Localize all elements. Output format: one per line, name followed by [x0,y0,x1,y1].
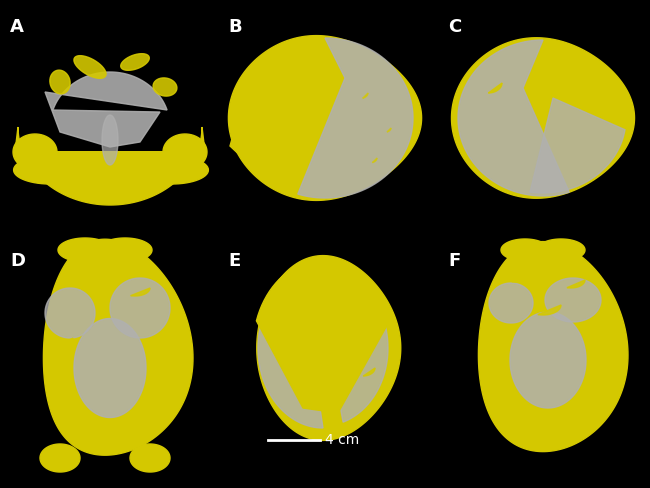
Polygon shape [102,115,118,165]
Polygon shape [333,293,353,303]
Polygon shape [530,98,625,193]
Polygon shape [50,338,73,350]
Polygon shape [534,58,553,68]
Polygon shape [257,260,389,413]
Polygon shape [257,256,401,440]
Polygon shape [298,38,413,198]
Text: E: E [228,252,240,270]
Text: A: A [10,18,24,36]
Polygon shape [452,38,634,198]
Polygon shape [512,275,526,282]
Polygon shape [598,93,610,108]
Polygon shape [130,444,170,472]
Polygon shape [258,272,323,428]
Polygon shape [545,278,601,322]
Polygon shape [163,134,207,170]
Text: F: F [448,252,460,270]
Polygon shape [74,56,106,79]
Polygon shape [488,335,509,347]
Text: D: D [10,252,25,270]
Polygon shape [156,368,174,378]
Polygon shape [50,70,70,94]
Polygon shape [537,239,585,261]
Polygon shape [573,63,591,71]
Polygon shape [45,288,95,338]
Polygon shape [40,444,80,472]
Polygon shape [363,368,375,376]
Text: 4 cm: 4 cm [325,433,359,447]
Polygon shape [363,93,368,98]
Polygon shape [289,368,303,378]
Polygon shape [387,128,391,132]
Polygon shape [538,305,561,315]
Polygon shape [44,239,193,455]
Polygon shape [527,425,553,437]
Polygon shape [58,238,112,262]
Polygon shape [14,156,86,184]
Polygon shape [110,278,170,338]
Polygon shape [489,283,533,323]
Polygon shape [88,428,117,440]
Polygon shape [228,36,422,201]
Polygon shape [13,134,57,170]
Polygon shape [153,78,177,96]
Polygon shape [121,54,150,70]
Polygon shape [72,278,87,285]
Polygon shape [501,239,549,261]
Polygon shape [98,238,152,262]
Polygon shape [591,363,609,373]
Polygon shape [510,312,586,408]
Text: B: B [228,18,242,36]
Polygon shape [478,242,628,451]
Polygon shape [567,280,585,288]
Polygon shape [372,158,377,163]
Polygon shape [45,72,167,147]
Polygon shape [230,128,260,160]
Polygon shape [131,288,150,296]
Polygon shape [74,319,146,418]
Polygon shape [488,83,502,93]
Text: C: C [448,18,462,36]
Polygon shape [15,127,205,205]
Polygon shape [333,285,388,422]
Polygon shape [136,156,209,184]
Polygon shape [458,40,569,196]
